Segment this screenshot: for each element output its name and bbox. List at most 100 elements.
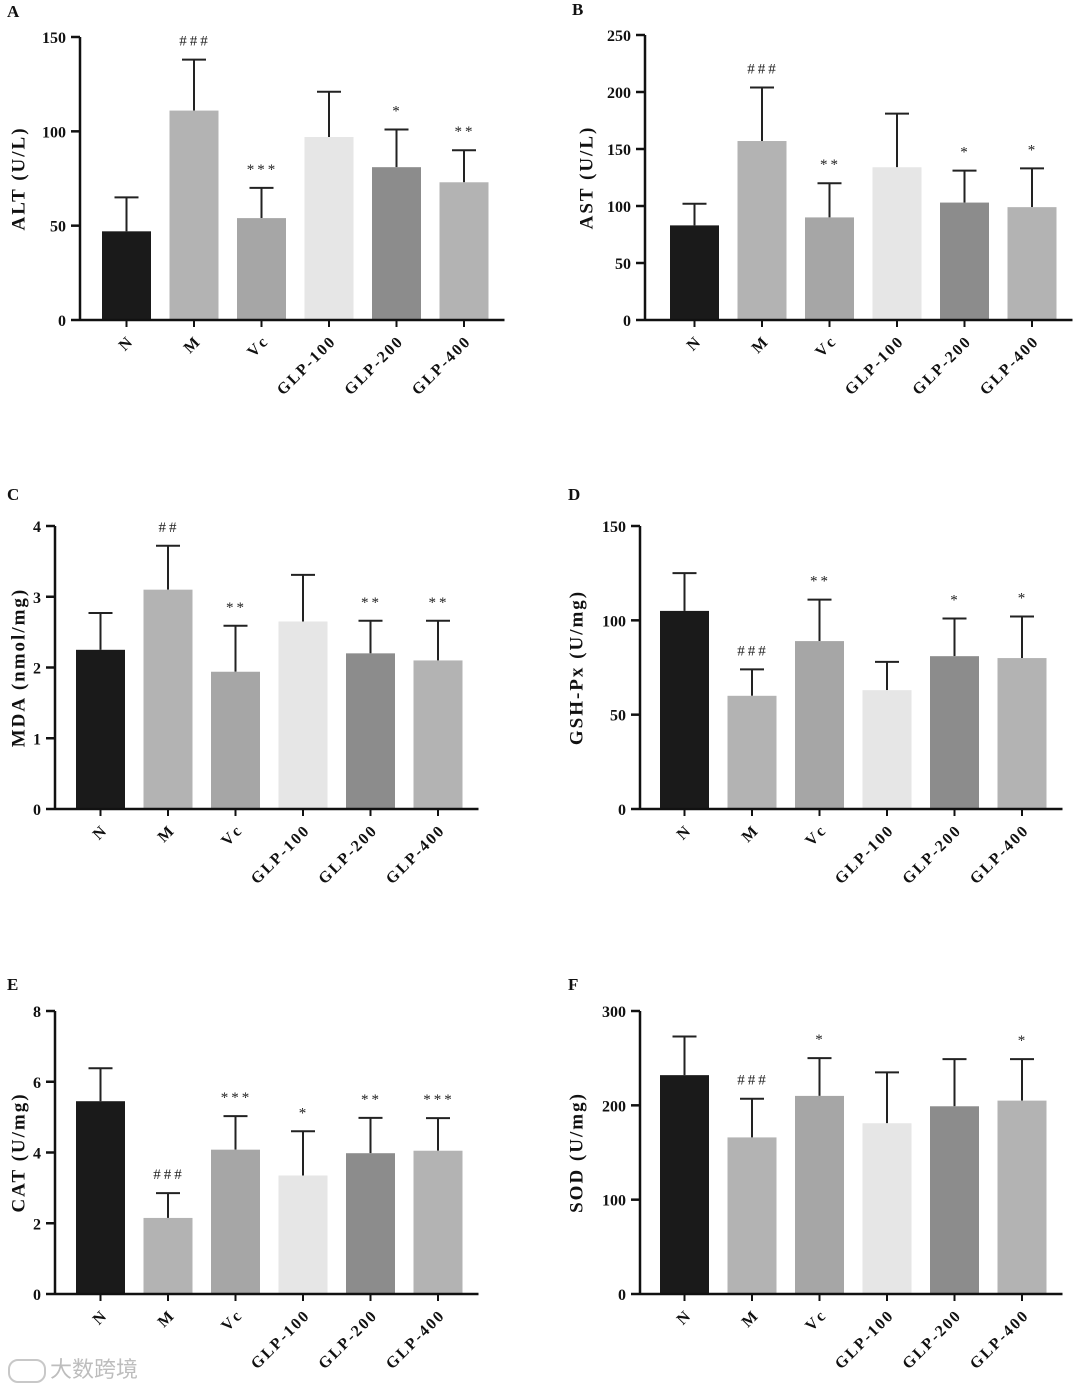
- y-axis-label: SOD (U/mg): [566, 1092, 587, 1213]
- significance-label: ***: [247, 162, 279, 178]
- bar-m: [727, 695, 777, 809]
- y-tick-label: 200: [607, 85, 631, 102]
- panel-letter: B: [572, 0, 583, 19]
- watermark-text: 大数跨境: [50, 1358, 139, 1383]
- y-tick-label: 100: [607, 199, 631, 216]
- y-tick-label: 0: [623, 313, 631, 330]
- x-tick-label: GLP-100: [842, 333, 908, 399]
- significance-label: ###: [737, 643, 769, 659]
- bar-vc: [211, 1149, 260, 1294]
- bar-glp-100: [862, 1123, 912, 1294]
- significance-label: *: [960, 145, 971, 161]
- x-tick-label: GLP-200: [315, 1307, 381, 1373]
- bar-glp-400: [997, 1100, 1047, 1294]
- panel-letter: E: [7, 975, 18, 994]
- significance-label: ***: [423, 1092, 455, 1108]
- y-tick-label: 4: [33, 1146, 41, 1163]
- y-tick-label: 4: [33, 519, 41, 536]
- bar-n: [76, 1101, 125, 1294]
- significance-label: *: [299, 1105, 310, 1121]
- bar-vc: [795, 641, 844, 809]
- panel-letter: C: [7, 485, 19, 504]
- bar-n: [670, 225, 719, 320]
- y-tick-label: 8: [33, 1004, 41, 1021]
- x-tick-label: GLP-200: [315, 822, 381, 888]
- y-axis-label: MDA (nmol/mg): [8, 588, 29, 748]
- significance-label: ###: [179, 34, 211, 50]
- x-tick-label: M: [155, 822, 179, 846]
- significance-label: **: [820, 157, 841, 173]
- bar-n: [660, 1075, 709, 1294]
- bar-glp-200: [346, 1153, 395, 1294]
- bar-glp-200: [930, 1106, 979, 1294]
- bar-m: [143, 1217, 193, 1294]
- y-tick-label: 150: [607, 142, 631, 159]
- bar-vc: [805, 217, 854, 320]
- significance-label: *: [815, 1032, 826, 1048]
- significance-label: *: [392, 103, 403, 119]
- chart-panel-d: D GSH-Px (U/mg) N ### M ** Vc GLP-100 * GLP-200 * G…: [566, 485, 1063, 888]
- y-tick-label: 250: [607, 28, 631, 45]
- x-tick-label: GLP-100: [274, 333, 340, 399]
- bar-n: [76, 649, 125, 809]
- bar-glp-200: [372, 167, 421, 320]
- y-tick-label: 0: [618, 1287, 626, 1304]
- significance-label: **: [361, 595, 382, 611]
- significance-label: ###: [747, 61, 779, 77]
- x-tick-label: M: [749, 333, 773, 357]
- x-tick-label: GLP-400: [967, 822, 1033, 888]
- x-tick-label: N: [674, 822, 696, 844]
- x-tick-label: M: [155, 1307, 179, 1331]
- significance-label: ***: [221, 1090, 253, 1106]
- significance-label: *: [1028, 142, 1039, 158]
- bar-m: [727, 1137, 777, 1294]
- significance-label: **: [361, 1092, 382, 1108]
- x-tick-label: N: [116, 333, 138, 355]
- bar-n: [102, 231, 151, 320]
- x-tick-label: M: [739, 1307, 763, 1331]
- bar-glp-400: [413, 1150, 463, 1294]
- chart-panel-f: F SOD (U/mg) N ### M * Vc GLP-100 GLP-200 * GLP-40…: [566, 975, 1063, 1373]
- bar-glp-400: [413, 660, 463, 809]
- bar-m: [143, 589, 193, 809]
- bar-m: [169, 110, 219, 320]
- significance-label: ##: [159, 520, 180, 536]
- bar-glp-200: [346, 653, 395, 809]
- x-tick-label: GLP-400: [977, 333, 1043, 399]
- bar-glp-200: [930, 656, 979, 809]
- bar-glp-100: [872, 167, 922, 320]
- x-tick-label: GLP-400: [383, 822, 449, 888]
- bar-m: [737, 141, 787, 320]
- y-axis-label: GSH-Px (U/mg): [566, 590, 587, 745]
- bar-glp-100: [278, 621, 328, 809]
- bar-glp-200: [940, 202, 989, 320]
- x-tick-label: GLP-400: [967, 1307, 1033, 1373]
- y-tick-label: 2: [33, 1216, 41, 1233]
- x-tick-label: GLP-100: [248, 822, 314, 888]
- x-tick-label: GLP-200: [899, 822, 965, 888]
- significance-label: *: [1018, 1033, 1029, 1049]
- x-tick-label: Vc: [218, 822, 246, 850]
- bar-vc: [795, 1095, 844, 1294]
- panel-letter: D: [568, 485, 580, 504]
- bar-glp-100: [862, 690, 912, 809]
- chart-panel-a: A ALT (U/L) N ### M *** Vc GLP-100 * GLP-200 ** GLP…: [7, 2, 505, 399]
- y-tick-label: 0: [58, 313, 66, 330]
- x-tick-label: Vc: [812, 333, 840, 361]
- x-tick-label: GLP-400: [383, 1307, 449, 1373]
- y-axis-label: ALT (U/L): [8, 126, 29, 230]
- y-tick-label: 3: [33, 590, 41, 607]
- y-axis-label: CAT (U/mg): [8, 1092, 29, 1212]
- chart-panel-c: C MDA (nmol/mg) N ## M ** Vc GLP-100 ** GLP-200 **…: [7, 485, 479, 888]
- x-tick-label: M: [739, 822, 763, 846]
- chart-panel-b: B AST (U/L) N ### M ** Vc GLP-100 * GLP-200 * GLP-4…: [572, 0, 1073, 399]
- y-tick-label: 100: [42, 124, 66, 141]
- y-tick-label: 0: [618, 802, 626, 819]
- panel-letter: A: [7, 2, 20, 21]
- significance-label: *: [1018, 591, 1029, 607]
- chart-panel-e: E CAT (U/mg) N ### M *** Vc * GLP-100 ** GLP-200 **…: [7, 975, 479, 1373]
- x-tick-label: GLP-100: [248, 1307, 314, 1373]
- significance-label: ###: [737, 1073, 769, 1089]
- significance-label: ###: [153, 1167, 185, 1183]
